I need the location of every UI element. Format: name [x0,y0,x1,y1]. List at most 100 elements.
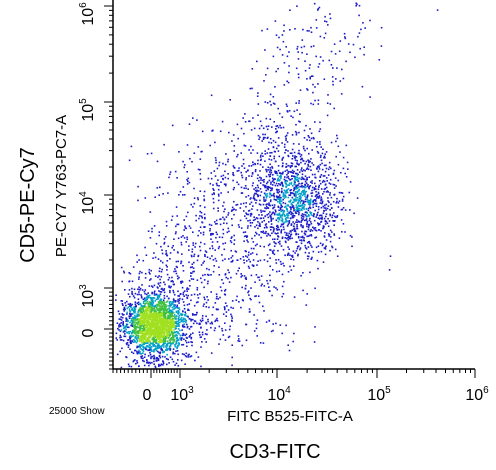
event-dot [141,332,144,334]
event-dot [270,181,272,184]
event-dot [162,335,164,338]
event-dot [180,359,183,362]
event-dot [204,255,206,258]
event-dot [205,306,208,308]
event-dot [164,307,167,309]
event-dot [199,249,202,252]
event-dot [327,174,330,176]
event-dot [130,318,133,320]
event-dot [309,207,312,209]
event-dot [133,296,136,299]
event-dot [176,177,178,179]
event-dot [302,189,304,192]
event-dot [122,339,125,342]
event-dot [288,232,290,235]
event-dot [171,276,173,279]
event-dot [193,202,196,205]
event-dot [142,352,144,354]
event-dot [269,152,271,154]
event-dot [174,316,176,318]
event-dot [183,237,186,239]
event-dot [303,213,305,216]
event-dot [304,69,307,72]
event-dot [245,276,247,279]
event-dot [188,317,191,320]
event-dot [172,308,174,311]
event-dot [304,230,306,233]
event-dot [262,184,264,186]
event-dot [285,234,287,236]
event-dot [260,275,263,277]
event-dot [235,209,237,211]
event-dot [333,184,336,186]
event-dot [166,308,169,310]
event-dot [265,175,268,178]
event-dot [164,356,166,358]
event-dot [336,197,338,200]
event-dot [262,138,265,140]
event-dot [180,243,183,246]
event-dot [163,301,166,304]
event-dot [270,228,272,231]
event-dot [216,317,218,320]
event-dot [134,301,137,303]
event-dot [152,312,155,314]
event-dot [162,327,164,329]
event-dot [203,243,206,245]
event-dot [121,339,123,341]
event-dot [299,239,301,242]
event-dot [173,305,176,308]
event-dot [318,223,320,225]
event-dot [176,251,179,253]
event-dot [269,138,272,140]
event-dot [212,197,215,200]
event-dot [147,349,149,352]
event-dot [331,76,334,78]
event-dot [139,351,141,353]
event-dot [190,203,192,206]
event-dot [289,189,291,192]
event-dot [162,328,165,331]
event-dot [143,290,146,293]
event-dot [297,233,300,236]
event-dot [215,236,217,239]
x-tick-label: 103 [170,385,194,404]
event-dot [143,318,145,320]
event-dot [256,335,258,337]
event-dot [281,159,283,161]
event-dot [159,312,162,314]
event-dot [231,364,233,367]
event-dot [270,223,273,225]
event-dot [144,289,147,291]
event-dot [298,199,301,202]
event-dot [184,355,187,357]
event-dot [159,337,161,340]
event-dot [155,311,157,313]
event-dot [253,196,255,198]
event-dot [304,198,307,201]
event-dot [340,171,342,174]
event-dot [195,351,198,354]
event-dot [141,357,144,360]
event-dot [154,318,157,320]
event-dot [200,336,202,338]
event-dot [255,231,257,234]
event-dot [286,214,288,216]
event-dot [176,325,179,327]
event-dot [272,217,274,220]
outer-x-label: CD3-FITC [229,441,320,463]
event-dot [363,53,365,56]
event-dot [237,269,239,272]
event-dot [189,326,192,328]
event-dot [155,335,157,337]
event-dot [118,323,121,325]
event-dot [292,221,294,223]
event-dot [205,315,207,318]
event-dot [235,204,237,206]
event-dot [150,302,152,305]
event-dot [224,170,226,173]
event-dot [272,174,274,176]
event-dot [304,169,306,172]
event-dot [184,227,187,229]
event-dot [275,34,278,36]
